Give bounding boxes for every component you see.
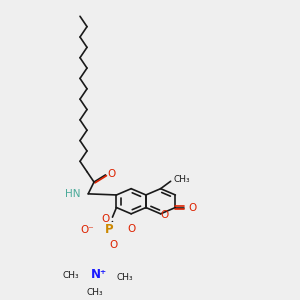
Text: HN: HN [65, 189, 80, 199]
Text: O: O [109, 239, 118, 250]
Text: CH₃: CH₃ [86, 288, 103, 297]
Text: O⁻: O⁻ [81, 226, 94, 236]
Text: N⁺: N⁺ [90, 268, 106, 281]
Text: P: P [105, 223, 114, 236]
Text: O: O [127, 224, 136, 234]
Text: O: O [188, 202, 196, 212]
Text: CH₃: CH₃ [62, 271, 79, 280]
Text: O: O [101, 214, 110, 224]
Text: O: O [107, 169, 116, 179]
Text: CH₃: CH₃ [173, 175, 190, 184]
Text: O: O [160, 210, 169, 220]
Text: CH₃: CH₃ [116, 273, 133, 282]
